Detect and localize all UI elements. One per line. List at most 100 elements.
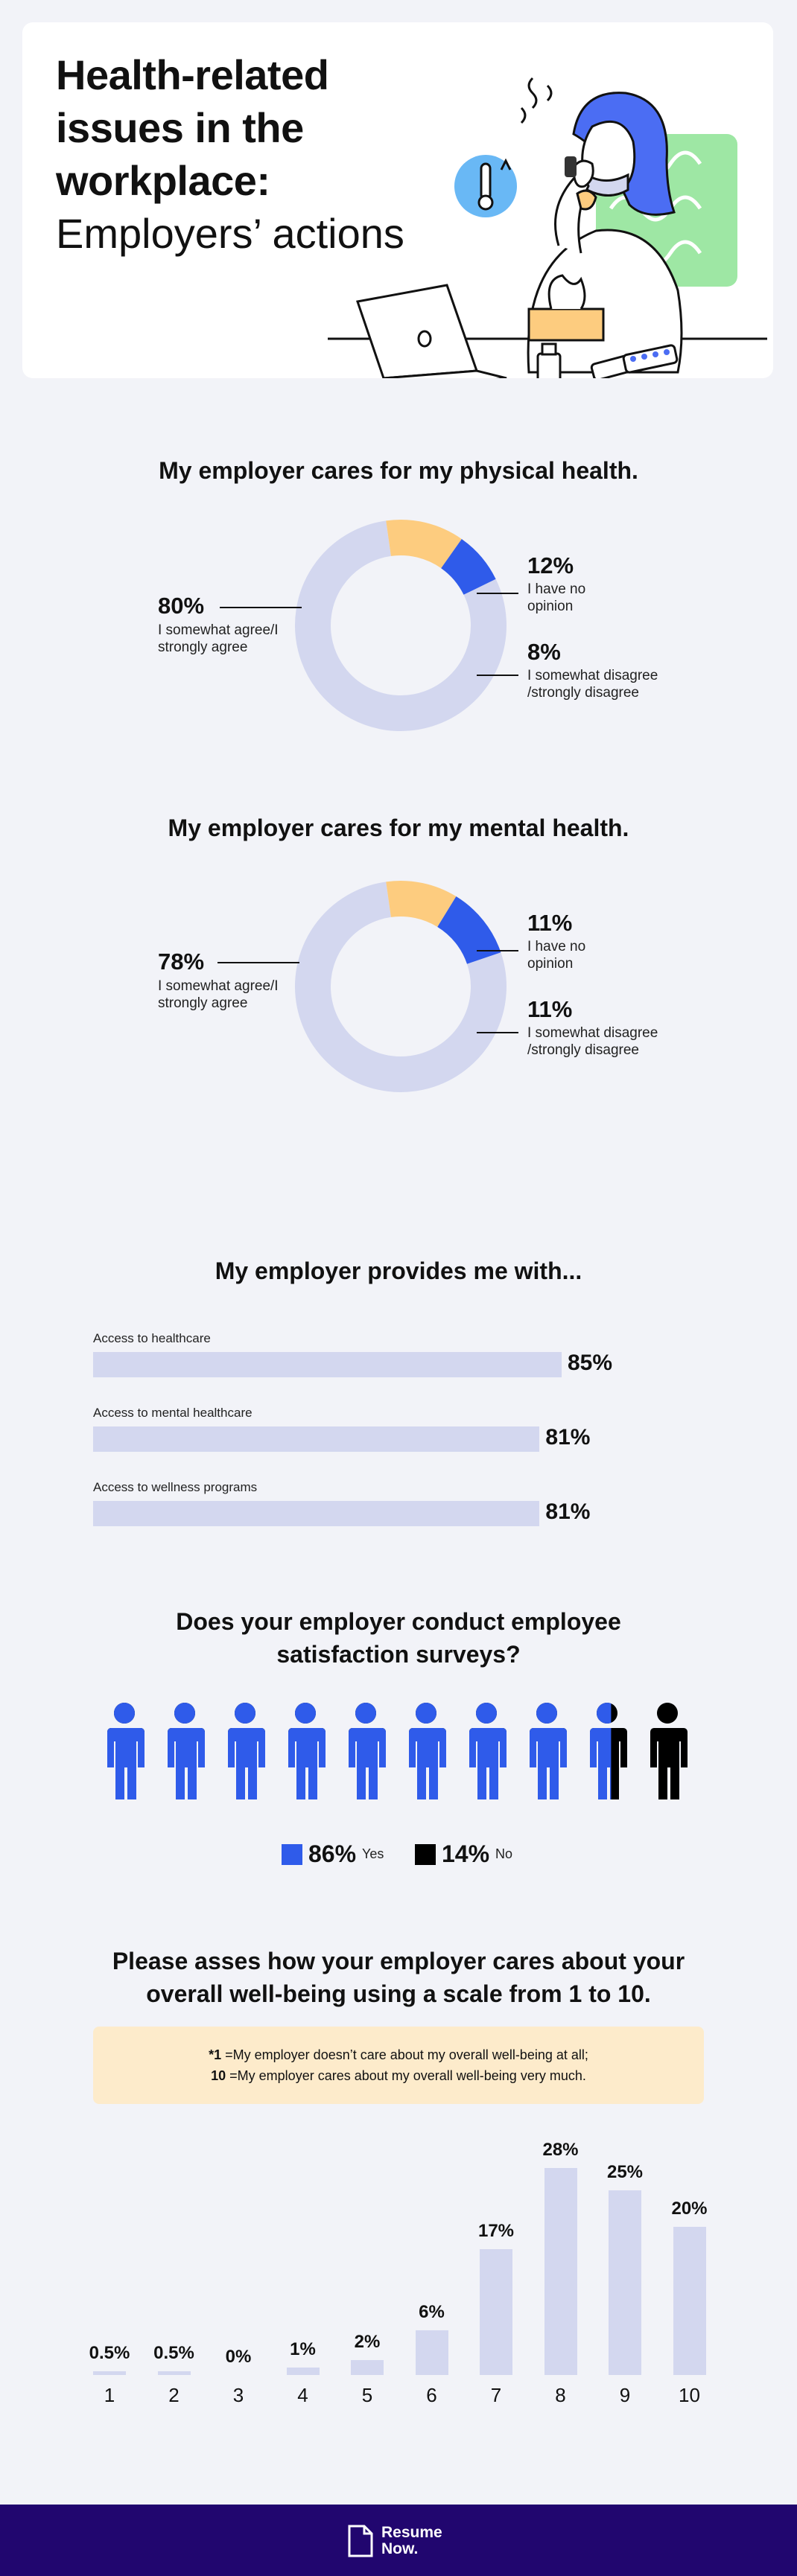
chart2-agree-value: 78% <box>158 949 205 975</box>
scale-bar-value-7: 17% <box>477 2221 515 2242</box>
chart2-neutral-leader <box>477 950 518 951</box>
legend-yes-value: 86% <box>308 1840 357 1867</box>
scale-bar-8 <box>544 2168 577 2375</box>
chart2-disagree-label: I somewhat disagree /strongly disagree <box>527 1025 658 1058</box>
scale-tick-10: 10 <box>679 2384 700 2406</box>
legend-no-label: No <box>495 1846 513 1861</box>
chart5-title-text: Please asses how your employer cares abo… <box>112 1948 685 2007</box>
chart5-title: Please asses how your employer cares abo… <box>0 1945 797 2010</box>
footer: Resume Now. <box>0 2505 797 2576</box>
chart2-agree-label: I somewhat agree/I strongly agree <box>158 978 279 1011</box>
person-icon <box>349 1703 386 1799</box>
chart2-neutral-value: 11% <box>527 910 573 936</box>
legend-no-value: 14% <box>442 1840 490 1867</box>
chart1-neutral-leader <box>477 593 518 594</box>
legend-yes-label: Yes <box>362 1846 384 1861</box>
physical-slice-2 <box>386 520 462 569</box>
bar-label-1: Access to healthcare <box>93 1331 211 1345</box>
mental-slice-1 <box>295 881 507 1092</box>
physical-slice-1 <box>295 520 507 731</box>
bar-value-3: 81% <box>545 1499 591 1524</box>
physical-slice-3 <box>440 538 496 596</box>
person-icon <box>168 1703 205 1799</box>
chart2-disagree-leader <box>477 1032 518 1033</box>
logo-line1: Resume <box>381 2524 442 2541</box>
person-icon <box>288 1703 326 1799</box>
scale-bar-value-10: 20% <box>671 2199 708 2219</box>
scale-bar-9 <box>609 2190 641 2375</box>
title-bold: Health-related issues in the workplace: <box>56 51 329 204</box>
person-icon <box>409 1703 446 1799</box>
bar-1 <box>93 1352 562 1377</box>
scale-tick-2: 2 <box>168 2384 180 2406</box>
chart1-neutral-label: I have no opinion <box>527 581 586 614</box>
scale-bar-value-4: 1% <box>290 2339 316 2360</box>
scale-bar-7 <box>480 2249 512 2375</box>
scale-tick-9: 9 <box>619 2384 631 2406</box>
chart4-title: Does your employer conduct employee sati… <box>0 1605 797 1671</box>
chart2-agree-leader <box>217 962 299 963</box>
scale-tick-6: 6 <box>426 2384 437 2406</box>
mental-slice-2 <box>386 881 457 928</box>
title-light: Employers’ actions <box>56 210 404 257</box>
logo-text: Resume Now. <box>381 2525 442 2557</box>
physical-health-donut <box>295 520 507 731</box>
scale-bar-10 <box>673 2227 706 2375</box>
legend-no: 14% No <box>415 1840 512 1868</box>
chart1-disagree-leader <box>477 675 518 676</box>
chart1-agree-leader <box>220 607 302 608</box>
scale-tick-8: 8 <box>555 2384 566 2406</box>
scale-bar-value-1: 0.5% <box>89 2343 130 2364</box>
chart1-title: My employer cares for my physical health… <box>159 457 638 484</box>
logo-line2: Now. <box>381 2540 419 2557</box>
bar-label-3: Access to wellness programs <box>93 1480 258 1494</box>
bar-2 <box>93 1426 540 1452</box>
chart2-neutral-label: I have no opinion <box>527 939 586 972</box>
scale-bar-value-6: 6% <box>419 2302 445 2323</box>
scale-tick-3: 3 <box>232 2384 244 2406</box>
scale-tick-1: 1 <box>104 2384 115 2406</box>
bar-value-1: 85% <box>568 1351 613 1375</box>
scale-bar-6 <box>415 2330 448 2375</box>
chart4-title-text: Does your employer conduct employee sati… <box>176 1608 621 1668</box>
chart1-disagree-label: I somewhat disagree /strongly disagree <box>527 668 658 701</box>
page-title: Health-related issues in the workplace: … <box>56 48 406 260</box>
scale-bar-value-5: 2% <box>354 2332 381 2353</box>
resume-now-logo[interactable]: Resume Now. <box>347 2524 442 2558</box>
document-icon <box>348 2525 373 2557</box>
legend-yes: 86% Yes <box>282 1840 384 1868</box>
chart2-disagree-value: 11% <box>527 996 573 1022</box>
scale-bar-value-9: 25% <box>606 2161 644 2182</box>
chart3-title: My employer provides me with... <box>215 1257 582 1284</box>
scale-tick-4: 4 <box>297 2384 308 2406</box>
legend-yes-swatch <box>282 1843 302 1865</box>
chart1-disagree-value: 8% <box>527 639 561 665</box>
scale-note: *1 =My employer doesn’t care about my ov… <box>93 2027 704 2104</box>
person-icon <box>469 1703 507 1799</box>
mental-slice-3 <box>436 896 501 965</box>
bar-value-2: 81% <box>545 1425 591 1450</box>
scale-bar-4 <box>286 2368 320 2375</box>
scale-bar-value-3: 0% <box>225 2347 252 2367</box>
person-icon <box>650 1703 688 1799</box>
scale-tick-7: 7 <box>490 2384 502 2406</box>
chart1-neutral-value: 12% <box>527 552 574 578</box>
sick-worker-illustration <box>328 77 767 378</box>
scale-tick-5: 5 <box>361 2384 373 2406</box>
scale-note-line1: *1 =My employer doesn’t care about my ov… <box>209 2047 588 2062</box>
chart1-agree-label: I somewhat agree/I strongly agree <box>158 622 279 655</box>
scale-note-line2: 10 =My employer cares about my overall w… <box>211 2068 586 2083</box>
person-icon <box>228 1703 265 1799</box>
person-icon <box>590 1703 627 1799</box>
scale-bar-5 <box>351 2360 384 2375</box>
scale-bar-value-8: 28% <box>542 2140 579 2160</box>
chart2-title: My employer cares for my mental health. <box>168 814 629 841</box>
hero-card: Health-related issues in the workplace: … <box>22 22 773 378</box>
legend-no-swatch <box>415 1843 436 1865</box>
bar-label-2: Access to mental healthcare <box>93 1406 253 1420</box>
person-icon <box>107 1703 145 1799</box>
scale-bar-value-2: 0.5% <box>153 2343 194 2364</box>
person-icon <box>530 1703 567 1799</box>
scale-bar-2 <box>157 2371 191 2375</box>
scale-bar-1 <box>93 2371 126 2375</box>
